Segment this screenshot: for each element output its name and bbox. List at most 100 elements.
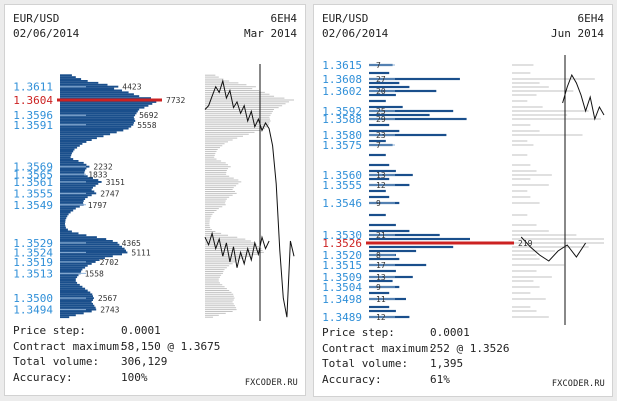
- volume-bar: [60, 222, 65, 225]
- volume-bar: [369, 81, 400, 85]
- volume-bar: [60, 120, 136, 122]
- volume-value-label: 21: [376, 231, 386, 240]
- volume-bar: [60, 241, 118, 244]
- price-label: 1.3489: [322, 311, 362, 324]
- volume-bar: [60, 228, 68, 231]
- price-label: 1.3546: [322, 197, 362, 210]
- volume-bar: [369, 245, 454, 249]
- volume-value-label: 7: [376, 141, 381, 150]
- volume-bar: [60, 177, 93, 180]
- volume-bar: [60, 276, 78, 279]
- chart-panel-jun: EUR/USD 02/06/2014 6EH4 Jun 2014 1.3615 1…: [313, 4, 613, 397]
- month-label: Jun 2014: [551, 27, 604, 40]
- volume-bar: [60, 74, 72, 77]
- volume-bar: [60, 139, 92, 141]
- symbol-label: EUR/USD: [13, 12, 60, 25]
- volume-bar: [60, 224, 66, 227]
- volume-bar: [60, 186, 93, 189]
- price-label: 1.3530: [322, 229, 362, 242]
- price-label: 1.3608: [322, 73, 362, 86]
- volume-value-label: 2232: [93, 163, 112, 172]
- volume-bar: [60, 213, 69, 216]
- price-label: 1.3555: [13, 187, 53, 200]
- stats-block: Price step: 0.0001 Contract maximum:58,15…: [13, 323, 220, 385]
- price-label: 1.3524: [13, 246, 53, 259]
- volume-bar: [60, 291, 91, 294]
- price-label: 1.3565: [13, 168, 53, 181]
- volume-bar: [60, 280, 76, 282]
- volume-bar: [60, 234, 87, 237]
- price-step-value: 0.0001: [121, 324, 161, 337]
- volume-bar: [60, 160, 79, 162]
- volume-bar: [60, 156, 71, 159]
- volume-bar: [60, 184, 96, 187]
- price-step-value: 0.0001: [430, 326, 470, 339]
- volume-bar: [369, 113, 430, 117]
- current-price-bar: [57, 98, 162, 102]
- total-volume-label: Total volume:: [13, 355, 100, 368]
- volume-bar: [60, 127, 129, 130]
- volume-value-label: 25: [376, 107, 386, 116]
- volume-bar: [60, 240, 113, 242]
- price-label: 1.3575: [322, 139, 362, 152]
- price-label: 1.3596: [13, 109, 53, 122]
- volume-bar: [60, 268, 83, 271]
- volume-bar: [60, 182, 99, 185]
- total-volume-label: Total volume:: [322, 357, 409, 370]
- volume-bar: [60, 257, 105, 260]
- price-label: 1.3592: [322, 105, 362, 118]
- volume-bar: [60, 207, 76, 210]
- volume-bar: [369, 153, 386, 157]
- accuracy-label: Accuracy:: [13, 370, 73, 384]
- volume-bar: [369, 233, 440, 237]
- volume-value-label: 12: [376, 181, 386, 190]
- volume-value-label: 29: [376, 115, 386, 124]
- price-label: 1.3513: [13, 267, 53, 280]
- volume-bar: [60, 179, 99, 181]
- volume-bar: [60, 131, 117, 134]
- volume-value-label: 17: [376, 261, 386, 270]
- volume-value-label: 5692: [139, 111, 158, 120]
- stats-block: Price step: 0.0001 Contract maximum:252 @…: [322, 325, 509, 387]
- volume-bar: [60, 302, 93, 305]
- volume-bar: [60, 175, 88, 178]
- volume-bar: [60, 118, 135, 120]
- symbol-label: EUR/USD: [322, 12, 369, 25]
- price-label: 1.3549: [13, 199, 53, 212]
- volume-bar: [60, 215, 68, 218]
- volume-bar: [60, 161, 84, 164]
- volume-bar: [60, 154, 72, 157]
- price-series-line: [520, 236, 587, 262]
- volume-bar: [369, 257, 400, 261]
- volume-bar: [369, 85, 410, 89]
- volume-bar: [369, 139, 386, 143]
- volume-value-label: 4423: [122, 83, 141, 92]
- price-label: 1.3569: [13, 161, 53, 174]
- date-label: 02/06/2014: [322, 27, 389, 40]
- volume-bar: [369, 189, 386, 193]
- price-label: 1.3591: [13, 119, 53, 132]
- volume-value-label: 219: [518, 239, 533, 248]
- volume-bar: [60, 314, 76, 317]
- volume-bar: [60, 158, 74, 160]
- volume-bar: [369, 129, 400, 133]
- contract-max-label: Contract maximum:: [322, 341, 435, 355]
- volume-value-label: 7732: [166, 96, 185, 105]
- volume-bar: [60, 278, 76, 280]
- price-step-label: Price step:: [322, 326, 395, 339]
- accuracy-value: 100%: [121, 370, 148, 384]
- price-label: 1.3615: [322, 59, 362, 72]
- price-label: 1.3555: [322, 179, 362, 192]
- price-series-line: [204, 79, 295, 318]
- volume-bar: [60, 135, 104, 138]
- volume-bar: [60, 89, 122, 92]
- volume-value-label: 23: [376, 131, 386, 140]
- volume-bar: [369, 229, 410, 233]
- volume-bar: [60, 163, 87, 166]
- volume-bar: [369, 109, 454, 113]
- volume-bar: [369, 195, 390, 199]
- volume-bar: [60, 198, 86, 200]
- price-label: 1.3611: [13, 81, 53, 94]
- volume-bar: [60, 116, 134, 119]
- volume-value-label: 12: [376, 313, 386, 322]
